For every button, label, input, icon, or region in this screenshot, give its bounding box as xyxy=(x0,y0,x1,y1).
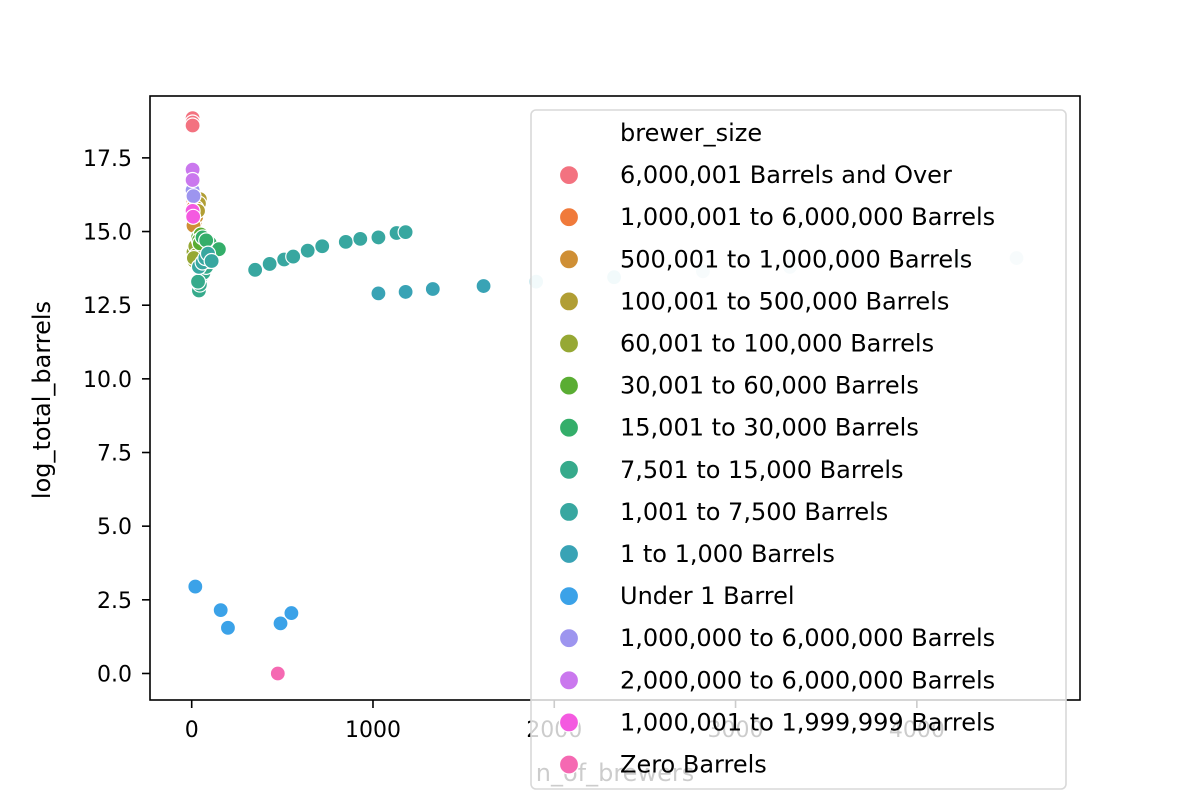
data-point xyxy=(397,224,414,241)
legend-entry-label: 30,001 to 60,000 Barrels xyxy=(620,372,919,400)
y-axis: 0.0 2.5 5.0 7.5 10.0 12.5 15.0 17.5 xyxy=(83,147,150,687)
legend-marker xyxy=(558,585,580,607)
legend-entry-label: 6,000,001 Barrels and Over xyxy=(620,161,952,189)
data-point xyxy=(370,229,387,246)
data-point xyxy=(212,602,229,619)
y-tick-label: 15.0 xyxy=(83,221,132,246)
legend-entry-label: Under 1 Barrel xyxy=(620,582,795,610)
y-axis-label: log_total_barrels xyxy=(28,301,56,499)
data-point xyxy=(283,604,300,622)
legend-marker xyxy=(558,754,580,775)
y-tick-label: 7.5 xyxy=(97,442,132,467)
legend-marker xyxy=(558,543,580,565)
data-point xyxy=(424,280,441,298)
data-point xyxy=(198,232,215,249)
data-point xyxy=(187,578,204,595)
data-point xyxy=(370,285,387,302)
data-point xyxy=(184,171,201,189)
data-point xyxy=(272,615,289,632)
data-point xyxy=(247,261,264,278)
legend-marker xyxy=(558,333,580,354)
data-point xyxy=(314,238,331,255)
data-point xyxy=(203,252,220,270)
legend-entry-label: 1,000,001 to 1,999,999 Barrels xyxy=(620,708,995,736)
legend-entry-label: 1,000,001 to 6,000,000 Barrels xyxy=(620,203,995,231)
legend-entry-label: 100,001 to 500,000 Barrels xyxy=(620,287,949,315)
legend-marker xyxy=(558,291,580,312)
y-tick-label: 17.5 xyxy=(83,147,132,172)
data-point xyxy=(184,117,201,134)
legend-entry-label: Zero Barrels xyxy=(620,751,767,779)
data-point xyxy=(352,230,369,247)
y-tick-label: 10.0 xyxy=(83,368,132,393)
y-tick-label: 5.0 xyxy=(97,515,132,540)
data-point xyxy=(269,665,286,682)
legend-marker xyxy=(558,249,580,270)
data-point xyxy=(185,208,202,225)
data-point xyxy=(285,248,302,265)
legend-marker xyxy=(558,712,580,733)
y-tick-label: 12.5 xyxy=(83,294,132,319)
legend: brewer_size 6,000,001 Barrels and Over 1,0… xyxy=(530,109,1067,790)
data-point xyxy=(337,233,354,250)
legend-entry-label: 1 to 1,000 Barrels xyxy=(620,540,835,568)
legend-entry-label: 7,501 to 15,000 Barrels xyxy=(620,456,904,484)
legend-marker xyxy=(558,417,580,438)
legend-entry-label: 60,001 to 100,000 Barrels xyxy=(620,330,934,358)
x-tick-label: 0 xyxy=(185,718,199,743)
legend-marker xyxy=(558,459,580,480)
legend-entry-label: 1,001 to 7,500 Barrels xyxy=(620,498,888,526)
data-point xyxy=(189,273,207,290)
legend-marker xyxy=(558,375,580,396)
data-point xyxy=(397,283,414,301)
data-point xyxy=(185,188,202,205)
legend-entry-label: 15,001 to 30,000 Barrels xyxy=(620,414,919,442)
legend-marker xyxy=(558,165,580,186)
legend-entry-label: 1,000,000 to 6,000,000 Barrels xyxy=(620,624,995,652)
y-tick-label: 2.5 xyxy=(97,589,132,614)
legend-marker xyxy=(558,501,580,522)
y-tick-label: 0.0 xyxy=(97,662,132,687)
legend-title: brewer_size xyxy=(620,119,762,147)
legend-entry-label: 500,001 to 1,000,000 Barrels xyxy=(620,245,972,273)
legend-marker xyxy=(558,670,580,691)
legend-entry-label: 2,000,000 to 6,000,000 Barrels xyxy=(620,666,995,694)
legend-marker xyxy=(558,207,580,228)
legend-box xyxy=(530,109,1067,790)
data-point xyxy=(219,619,237,636)
data-point xyxy=(261,255,278,273)
data-point xyxy=(299,242,316,259)
legend-marker xyxy=(558,628,580,649)
data-point xyxy=(475,277,492,295)
x-tick-label: 1000 xyxy=(345,718,401,743)
